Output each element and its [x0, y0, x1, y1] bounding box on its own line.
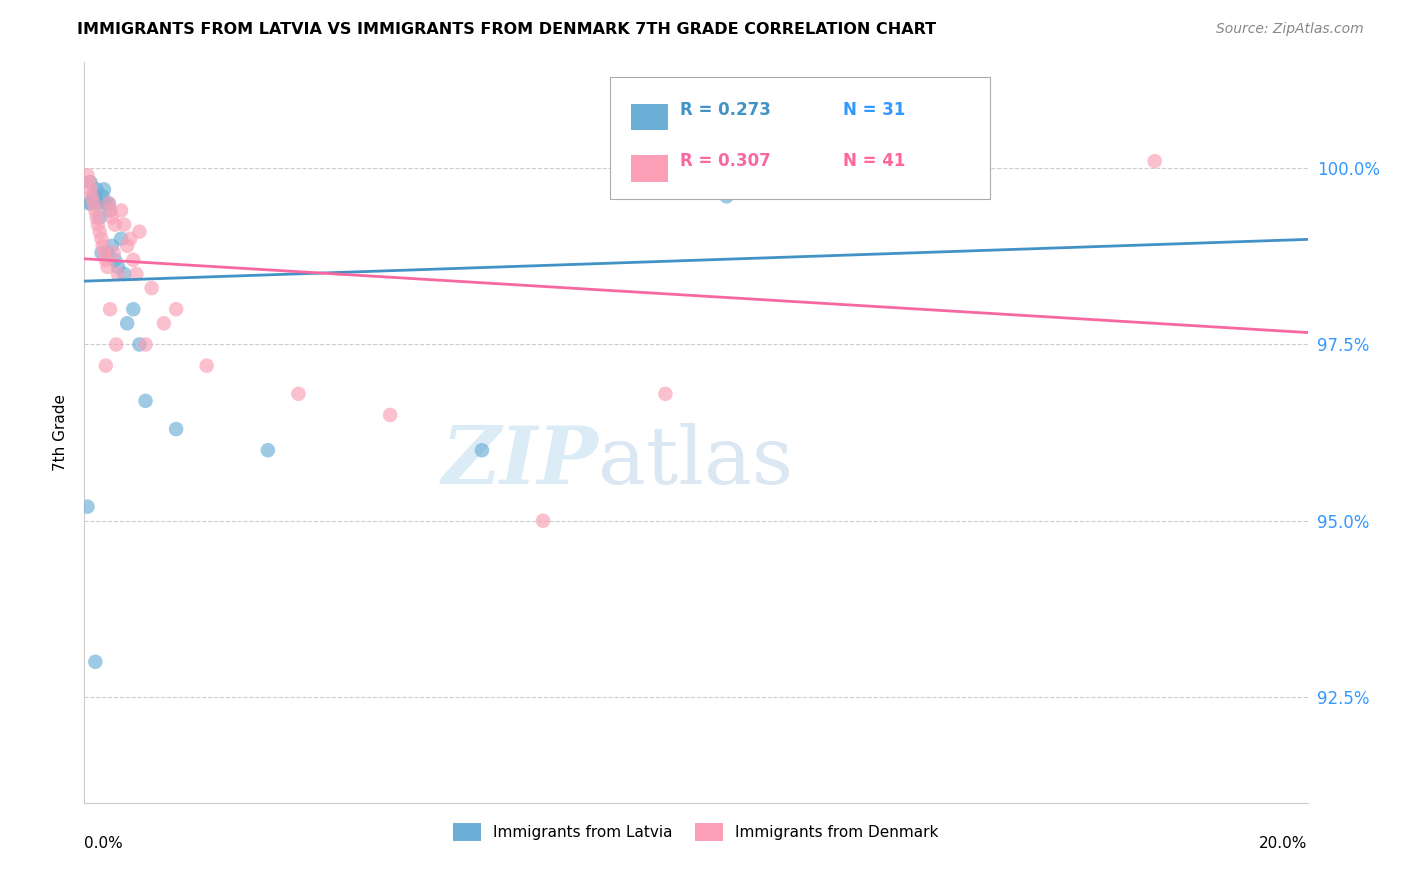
Point [257, 443, 280, 458]
Point [80, 196, 103, 211]
Point [76, 500, 98, 514]
Point [929, 154, 952, 169]
Point [107, 260, 129, 274]
Point [79, 182, 101, 196]
Point [86, 211, 108, 225]
Point [125, 267, 148, 281]
Text: R = 0.273: R = 0.273 [681, 101, 770, 119]
Point [97, 260, 120, 274]
Point [83, 189, 105, 203]
Point [84, 203, 107, 218]
Point [107, 267, 129, 281]
Point [90, 232, 112, 246]
Text: 20.0%: 20.0% [1260, 836, 1308, 851]
Point [101, 211, 124, 225]
Point [122, 302, 145, 317]
Point [93, 245, 115, 260]
Point [87, 196, 110, 211]
Point [112, 267, 135, 281]
Point [380, 408, 402, 422]
Point [94, 252, 117, 267]
FancyBboxPatch shape [610, 78, 990, 200]
Point [91, 239, 114, 253]
Point [97, 196, 120, 211]
Point [135, 337, 157, 351]
Point [83, 196, 105, 211]
Point [87, 218, 110, 232]
Text: IMMIGRANTS FROM LATVIA VS IMMIGRANTS FROM DENMARK 7TH GRADE CORRELATION CHART: IMMIGRANTS FROM LATVIA VS IMMIGRANTS FRO… [77, 22, 936, 37]
Point [104, 252, 127, 267]
Point [76, 168, 98, 182]
Point [98, 203, 121, 218]
Point [93, 182, 115, 196]
Point [90, 245, 112, 260]
Text: Source: ZipAtlas.com: Source: ZipAtlas.com [1216, 22, 1364, 37]
Text: 0.0%: 0.0% [84, 836, 124, 851]
Point [128, 225, 150, 239]
Point [97, 196, 120, 211]
Point [531, 514, 554, 528]
Text: N = 41: N = 41 [842, 153, 905, 170]
Point [97, 245, 120, 260]
Point [165, 302, 187, 317]
Y-axis label: 7th Grade: 7th Grade [52, 394, 67, 471]
Point [716, 189, 738, 203]
Point [115, 239, 138, 253]
Point [747, 175, 769, 189]
Point [104, 218, 127, 232]
Point [287, 387, 309, 401]
Point [141, 281, 163, 295]
Point [122, 252, 145, 267]
Point [128, 337, 150, 351]
Point [101, 239, 124, 253]
Point [165, 422, 187, 436]
Point [89, 225, 111, 239]
FancyBboxPatch shape [631, 103, 668, 130]
Point [94, 359, 117, 373]
Point [112, 218, 135, 232]
Point [86, 182, 108, 196]
Point [84, 189, 107, 203]
Point [120, 232, 142, 246]
Point [77, 175, 100, 189]
Point [1143, 154, 1166, 169]
Point [135, 393, 157, 408]
Point [91, 189, 114, 203]
Point [153, 316, 176, 330]
Text: R = 0.307: R = 0.307 [681, 153, 770, 170]
Point [77, 196, 100, 211]
Point [110, 232, 132, 246]
Text: N = 31: N = 31 [842, 101, 905, 119]
Text: atlas: atlas [598, 423, 793, 501]
Point [80, 189, 103, 203]
Point [195, 359, 218, 373]
Text: ZIP: ZIP [441, 424, 598, 501]
Point [103, 245, 125, 260]
Point [94, 196, 117, 211]
Point [115, 316, 138, 330]
Legend: Immigrants from Latvia, Immigrants from Denmark: Immigrants from Latvia, Immigrants from … [447, 817, 945, 847]
Point [110, 203, 132, 218]
Point [654, 387, 676, 401]
Point [471, 443, 494, 458]
Point [79, 175, 101, 189]
Point [89, 211, 111, 225]
Point [105, 337, 128, 351]
Point [84, 655, 107, 669]
Point [98, 302, 121, 317]
FancyBboxPatch shape [631, 155, 668, 182]
Point [98, 203, 121, 218]
